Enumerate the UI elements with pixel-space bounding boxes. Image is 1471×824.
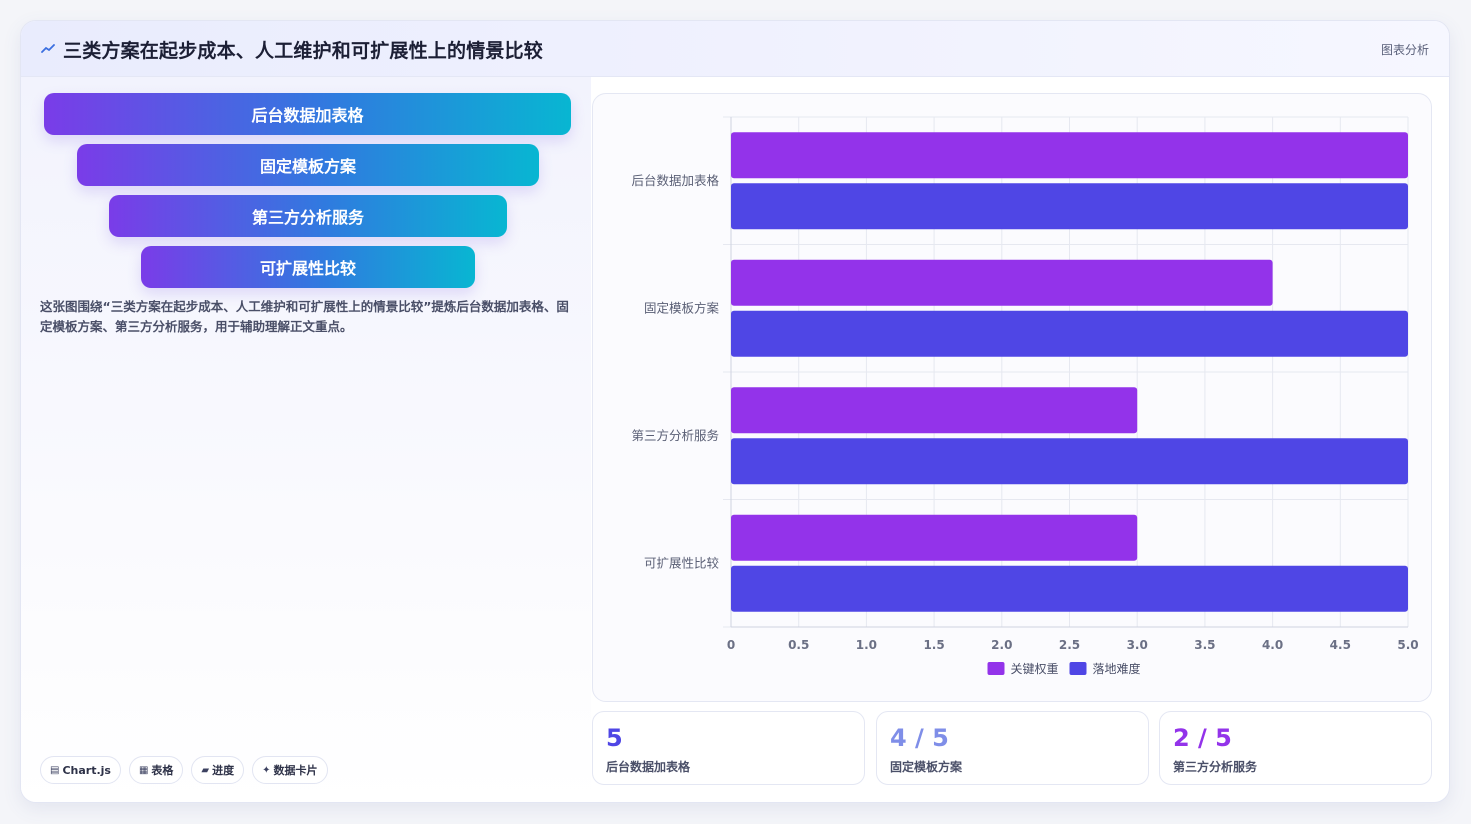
x-tick-label: 1.5 — [923, 638, 944, 652]
main-card: 三类方案在起步成本、人工维护和可扩展性上的情景比较 图表分析 后台数据加表格 固… — [20, 20, 1450, 803]
chip-data-card[interactable]: ✦ 数据卡片 — [252, 756, 328, 784]
stat-label: 第三方分析服务 — [1173, 760, 1258, 774]
bar — [731, 132, 1408, 179]
x-tick-label: 4.0 — [1262, 638, 1283, 652]
bar — [731, 514, 1138, 561]
chart-icon: ▤ — [50, 764, 60, 776]
legend-label: 落地难度 — [1093, 661, 1141, 676]
chip-label: 表格 — [151, 764, 174, 777]
funnel-item-backend-table: 后台数据加表格 — [44, 93, 571, 135]
stat-card-third-party: 2 / 5 第三方分析服务 — [1159, 711, 1432, 785]
table-icon: ▦ — [138, 764, 149, 776]
page-title: 三类方案在起步成本、人工维护和可扩展性上的情景比较 — [63, 40, 544, 62]
chip-table[interactable]: ▦ 表格 — [128, 756, 184, 784]
x-tick-label: 0 — [727, 638, 735, 652]
progress-icon: ▰ — [201, 764, 210, 776]
chip-label: Chart.js — [62, 763, 111, 777]
left-panel: 后台数据加表格 固定模板方案 第三方分析服务 可扩展性比较 这张图围绕“三类方案… — [21, 77, 591, 802]
x-tick-label: 0.5 — [788, 638, 809, 652]
bar — [731, 438, 1408, 485]
funnel-item-scalability: 可扩展性比较 — [141, 246, 475, 288]
feature-chips: ▤ Chart.js ▦ 表格 ▰ 进度 ✦ 数据卡片 — [40, 756, 328, 784]
x-tick-label: 3.0 — [1127, 638, 1148, 652]
bar — [731, 183, 1408, 230]
description-text: 这张图围绕“三类方案在起步成本、人工维护和可扩展性上的情景比较”提炼后台数据加表… — [40, 299, 569, 334]
chart-analysis-tag: 图表分析 — [1380, 43, 1429, 57]
stat-label: 固定模板方案 — [890, 760, 963, 774]
chip-progress[interactable]: ▰ 进度 — [191, 756, 245, 784]
funnel-item-third-party: 第三方分析服务 — [109, 195, 507, 237]
bar — [731, 259, 1273, 306]
legend-swatch — [1069, 662, 1087, 675]
chip-chartjs[interactable]: ▤ Chart.js — [40, 756, 121, 784]
stat-value: 4 / 5 — [890, 724, 949, 752]
chip-label: 数据卡片 — [273, 764, 318, 777]
legend-label: 关键权重 — [1011, 662, 1059, 676]
y-tick-label: 固定模板方案 — [644, 300, 720, 315]
bar — [731, 387, 1138, 434]
x-tick-label: 1.0 — [856, 638, 877, 652]
x-tick-label: 3.5 — [1194, 638, 1215, 652]
bar — [731, 310, 1408, 357]
funnel-item-fixed-template: 固定模板方案 — [77, 144, 539, 186]
chart-panel: 0 0.5 1.0 1.5 2.0 2.5 3.0 3.5 4.0 4.5 5.0 后台数据加表格固定… — [592, 93, 1432, 702]
header-bar: 三类方案在起步成本、人工维护和可扩展性上的情景比较 图表分析 — [21, 21, 1449, 77]
chip-label: 进度 — [212, 764, 235, 777]
x-tick-label: 5.0 — [1397, 638, 1418, 652]
stat-label: 后台数据加表格 — [606, 760, 691, 774]
y-tick-label: 第三方分析服务 — [631, 428, 719, 443]
bar-chart: 0 0.5 1.0 1.5 2.0 2.5 3.0 3.5 4.0 4.5 5.0 后台数据加表格固定… — [631, 116, 1419, 676]
x-tick-label: 2.0 — [991, 638, 1012, 652]
stat-card-backend: 5 后台数据加表格 — [592, 711, 865, 785]
trend-icon — [41, 44, 55, 53]
x-tick-label: 2.5 — [1059, 638, 1080, 652]
stat-value: 5 — [606, 724, 623, 752]
y-tick-label: 后台数据加表格 — [631, 173, 719, 188]
y-tick-label: 可扩展性比较 — [644, 555, 720, 570]
stat-card-template: 4 / 5 固定模板方案 — [876, 711, 1149, 785]
card-icon: ✦ — [262, 764, 271, 776]
stat-value: 2 / 5 — [1173, 724, 1232, 752]
x-tick-label: 4.5 — [1330, 638, 1351, 652]
legend-swatch — [987, 662, 1005, 675]
bar — [731, 565, 1408, 612]
